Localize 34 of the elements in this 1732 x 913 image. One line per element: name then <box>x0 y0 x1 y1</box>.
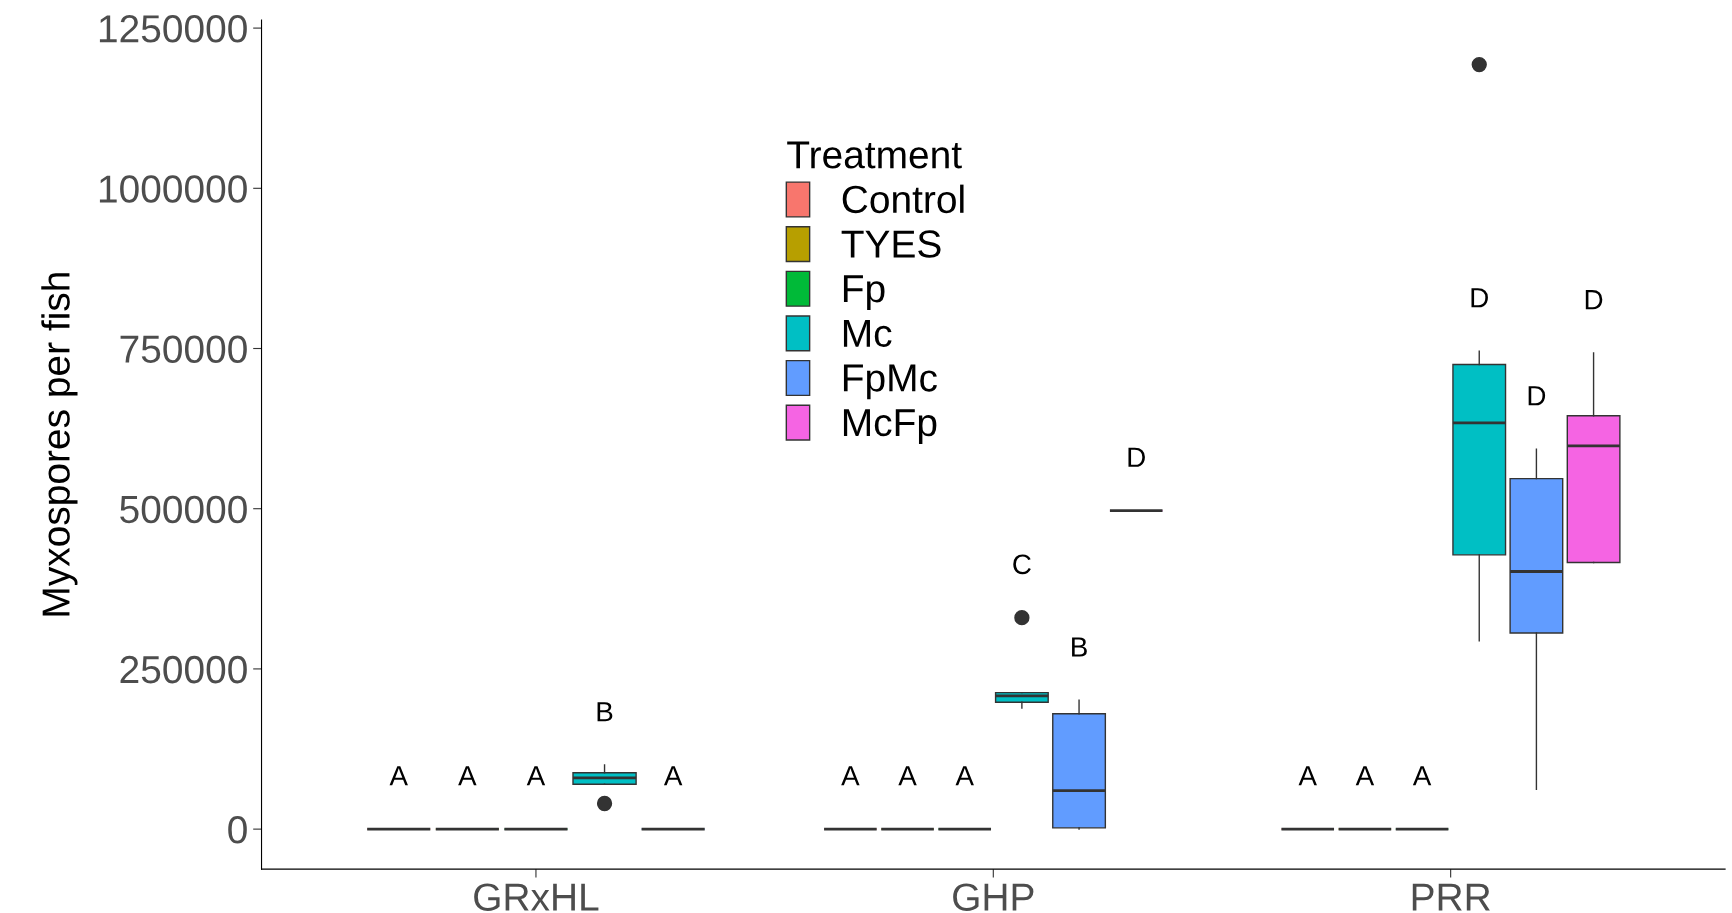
annotation: A <box>841 766 860 786</box>
y-tick-label: 250000 <box>120 655 247 684</box>
x-tick-label: PRR <box>1412 883 1490 911</box>
annotation: A <box>1412 766 1432 786</box>
annotation: A <box>1355 766 1375 786</box>
annotation: A <box>955 766 974 786</box>
annotation: D <box>1585 290 1603 310</box>
y-tick-label: 750000 <box>120 335 247 363</box>
annotation: A <box>526 766 546 786</box>
annotation: D <box>1528 386 1546 406</box>
annotation: A <box>663 766 683 786</box>
legend-label: Mc <box>843 319 892 348</box>
y-axis-title: Myxospores per fish <box>41 273 78 616</box>
legend-label: Control <box>842 184 964 214</box>
y-tick-label: 500000 <box>120 495 247 524</box>
x-tick-label: GRxHL <box>474 883 599 911</box>
annotation: A <box>458 766 477 786</box>
y-tick-label: 1250000 <box>99 15 247 43</box>
annotation: D <box>1471 288 1488 308</box>
annotation: B <box>597 702 613 722</box>
y-tick-label: 0 <box>228 816 247 844</box>
y-tick-label: 1000000 <box>99 175 247 203</box>
legend-label: TYES <box>841 230 941 258</box>
legend-label: Fp <box>843 275 885 311</box>
annotation: A <box>389 766 408 786</box>
annotation: C <box>1013 554 1031 575</box>
legend-label: McFp <box>843 409 937 444</box>
legend-title: Treatment <box>787 141 962 169</box>
legend-label: FpMc <box>843 364 937 400</box>
annotation: D <box>1128 447 1145 467</box>
x-tick-label: GHP <box>953 883 1034 911</box>
annotation: A <box>898 766 917 786</box>
annotation: A <box>1298 766 1317 786</box>
annotation: B <box>1072 637 1087 657</box>
